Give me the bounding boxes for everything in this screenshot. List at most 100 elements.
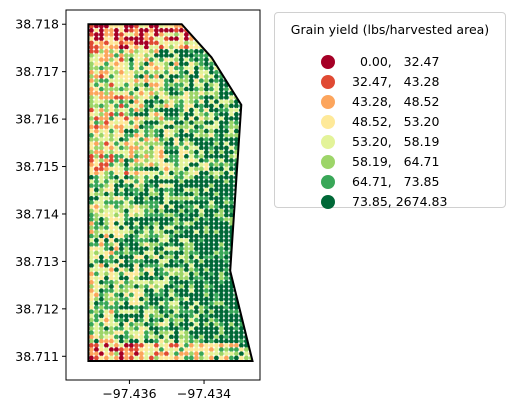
yield-point (219, 112, 224, 117)
yield-point (119, 259, 124, 264)
yield-point (204, 162, 209, 168)
yield-point (124, 280, 129, 285)
yield-point (144, 355, 149, 361)
yield-point (139, 313, 144, 319)
yield-point (139, 36, 144, 42)
yield-point (104, 284, 109, 289)
yield-point (209, 141, 214, 147)
yield-point (99, 288, 104, 294)
yield-point (229, 170, 234, 176)
yield-point (164, 28, 169, 33)
yield-point (149, 128, 154, 134)
yield-point (229, 288, 234, 294)
yield-point (184, 263, 189, 268)
yield-point (179, 116, 184, 121)
yield-point (204, 338, 209, 344)
yield-point (229, 133, 234, 138)
yield-point (94, 107, 99, 113)
yield-point (119, 351, 124, 357)
legend-marker (321, 95, 335, 109)
yield-point (114, 313, 119, 319)
yield-point (159, 254, 164, 260)
yield-point (169, 330, 174, 336)
yield-point (169, 217, 174, 222)
yield-point (214, 200, 219, 206)
yield-point (224, 246, 229, 252)
yield-point (214, 217, 219, 222)
yield-point (89, 267, 94, 273)
yield-point (199, 86, 204, 92)
yield-point (109, 154, 114, 159)
yield-point (154, 259, 159, 264)
yield-point (114, 28, 119, 33)
yield-point (94, 162, 99, 168)
yield-point (124, 154, 129, 159)
yield-point (169, 191, 174, 197)
yield-point (134, 28, 139, 33)
yield-point (214, 338, 219, 344)
yield-point (189, 82, 194, 88)
yield-point (179, 338, 184, 344)
yield-point (219, 347, 224, 352)
yield-point (189, 338, 194, 344)
yield-point (199, 284, 204, 289)
yield-point (94, 275, 99, 281)
yield-point (194, 183, 199, 189)
yield-point (99, 175, 104, 180)
yield-point (99, 317, 104, 323)
yield-point (224, 229, 229, 235)
yield-point (204, 271, 209, 277)
yield-point (89, 200, 94, 206)
yield-point (119, 175, 124, 180)
yield-point (99, 154, 104, 159)
yield-point (199, 74, 204, 79)
yield-point (124, 284, 129, 289)
yield-point (159, 145, 164, 151)
yield-point (219, 208, 224, 214)
yield-point (189, 229, 194, 235)
yield-point (184, 347, 189, 352)
yield-point (119, 229, 124, 235)
yield-point (124, 322, 129, 327)
yield-point (169, 196, 174, 201)
yield-point (174, 208, 179, 214)
yield-point (194, 145, 199, 151)
yield-point (219, 128, 224, 134)
yield-point (114, 296, 119, 302)
yield-point (199, 112, 204, 117)
yield-point (119, 263, 124, 268)
yield-point (109, 162, 114, 168)
yield-point (114, 99, 119, 105)
yield-point (174, 271, 179, 277)
yield-point (139, 267, 144, 273)
yield-point (104, 187, 109, 193)
yield-point (89, 242, 94, 248)
yield-point (99, 225, 104, 231)
yield-point (234, 107, 239, 113)
yield-point (134, 120, 139, 126)
yield-point (134, 225, 139, 231)
yield-point (129, 309, 134, 315)
yield-point (199, 242, 204, 248)
yield-point (204, 137, 209, 143)
yield-point (164, 338, 169, 344)
yield-point (119, 179, 124, 185)
yield-point (169, 120, 174, 126)
yield-point (149, 338, 154, 344)
yield-point (174, 61, 179, 67)
yield-point (124, 70, 129, 75)
yield-point (174, 95, 179, 100)
yield-point (129, 40, 134, 46)
yield-point (219, 275, 224, 281)
yield-point (199, 229, 204, 235)
yield-point (244, 347, 249, 352)
yield-point (109, 112, 114, 117)
yield-point (114, 200, 119, 206)
yield-point (184, 175, 189, 180)
yield-point (139, 301, 144, 306)
yield-point (89, 338, 94, 344)
yield-point (219, 355, 224, 361)
yield-point (229, 112, 234, 117)
yield-point (124, 208, 129, 214)
yield-point (189, 305, 194, 310)
